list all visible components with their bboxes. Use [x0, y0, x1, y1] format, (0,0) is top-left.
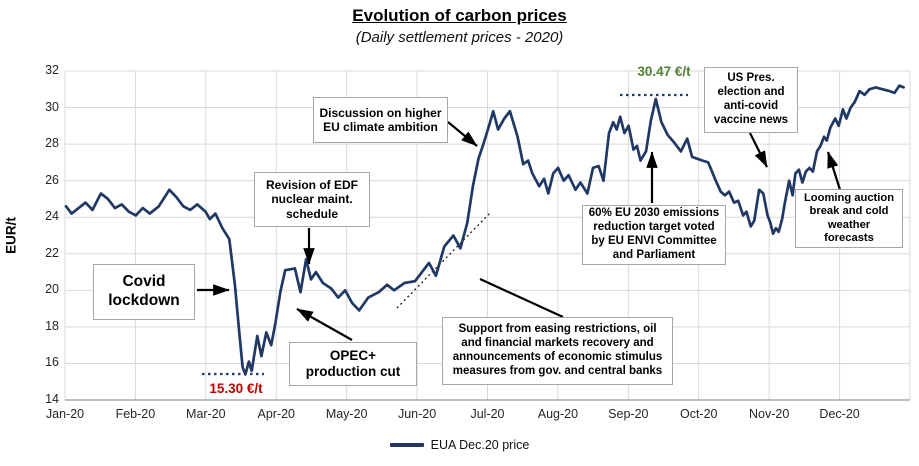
annotation-text-line: US Pres. [727, 72, 775, 85]
annotation-looming: Looming auction break and cold weather fore… [795, 189, 903, 248]
y-tick-label: 24 [45, 209, 59, 224]
annotation-text-line: nuclear maint. [271, 192, 353, 207]
legend-line-swatch [389, 443, 424, 447]
x-tick-label: Nov-20 [749, 407, 790, 421]
annotation-text-line: forecasts [824, 231, 874, 244]
annotation-text-line: Discussion on higher [319, 105, 442, 120]
annotation-envi: 60% EU 2030 emissions reduction target vo… [582, 205, 726, 265]
annotation-text-line: EU climate ambition [323, 120, 438, 134]
x-tick-label: Jun-20 [397, 407, 437, 421]
x-tick-label: Jul-20 [470, 407, 505, 421]
annotation-text-line: OPEC+ [329, 347, 377, 363]
y-tick-label: 16 [45, 355, 59, 370]
annotation-edf: Revision of EDF nuclear maint. schedule [254, 172, 370, 227]
x-tick-label: Mar-20 [186, 407, 226, 421]
annotation-text-line: Revision of EDF [265, 177, 358, 192]
legend: EUA Dec.20 price [0, 438, 919, 452]
annotation-text-line: production cut [305, 364, 401, 379]
annotation-arrow-uspres [749, 132, 768, 168]
price-line [64, 84, 905, 376]
annotation-text-line: measures from gov. and central banks [452, 364, 663, 377]
annotation-text-line: Covid [122, 273, 166, 291]
annotation-text-line: 60% EU 2030 emissions [588, 207, 720, 220]
y-tick-label: 28 [45, 136, 59, 151]
annotation-text-line: announcements of economic stimulus [452, 351, 663, 363]
trend-dotted-line [396, 211, 492, 309]
legend-label: EUA Dec.20 price [430, 438, 530, 452]
annotation-text-line: and financial markets recovery and [461, 337, 654, 350]
page-title: Evolution of carbon prices [352, 6, 567, 25]
annotation-text-line: Looming auction [803, 191, 895, 204]
annotation-text-line: reduction target voted [593, 221, 715, 234]
annotation-text-line: lockdown [108, 292, 180, 309]
annotation-text-line: schedule [285, 206, 339, 221]
y-tick-label: 30 [45, 99, 59, 114]
y-tick-label: 18 [45, 318, 59, 333]
chart-subtitle: (Daily settlement prices - 2020) [355, 29, 564, 46]
annotation-arrow-support [479, 277, 564, 319]
annotation-arrow-opec [296, 308, 353, 341]
x-tick-label: Apr-20 [257, 407, 296, 421]
y-tick-label: 22 [45, 245, 59, 260]
annotation-support: Support from easing restrictions, oil and… [442, 317, 673, 385]
y-tick-label: 26 [45, 172, 59, 187]
x-tick-label: Aug-20 [537, 407, 579, 421]
annotation-text-line: Support from easing restrictions, oil [458, 323, 657, 336]
annotation-discussion: Discussion on higher EU climate ambition [313, 97, 448, 143]
min-price-label: 15.30 €/t [209, 381, 263, 396]
annotation-arrow-looming [826, 151, 844, 197]
x-tick-label: Feb-20 [115, 407, 156, 421]
annotation-uspres: US Pres. election and anti-covid vaccine ne… [704, 67, 798, 133]
x-tick-label: May-20 [325, 407, 368, 421]
chart-header: Evolution of carbon prices (Daily settle… [0, 6, 919, 46]
y-tick-label: 14 [45, 392, 59, 406]
x-tick-label: Oct-20 [679, 407, 718, 421]
annotation-arrow-discussion [447, 121, 478, 147]
annotation-text-line: weather [827, 218, 871, 231]
y-tick-label: 32 [45, 63, 59, 77]
max-price-label: 30.47 €/t [637, 64, 691, 79]
x-tick-label: Dec-20 [819, 407, 860, 421]
annotation-text-line: vaccine news [713, 113, 789, 126]
annotation-text-line: anti-covid [723, 100, 779, 112]
annotation-opec: OPEC+ production cut [289, 342, 417, 386]
x-tick-label: Sep-20 [608, 407, 649, 421]
annotation-covid: Covid lockdown [93, 264, 195, 320]
annotation-text-line: break and cold [809, 205, 889, 218]
y-tick-label: 20 [45, 282, 59, 297]
annotation-text-line: election and [717, 86, 785, 99]
annotation-text-line: and Parliament [612, 248, 696, 261]
x-tick-label: Jan-20 [45, 407, 85, 421]
annotation-text-line: by EU ENVI Committee [591, 235, 717, 247]
